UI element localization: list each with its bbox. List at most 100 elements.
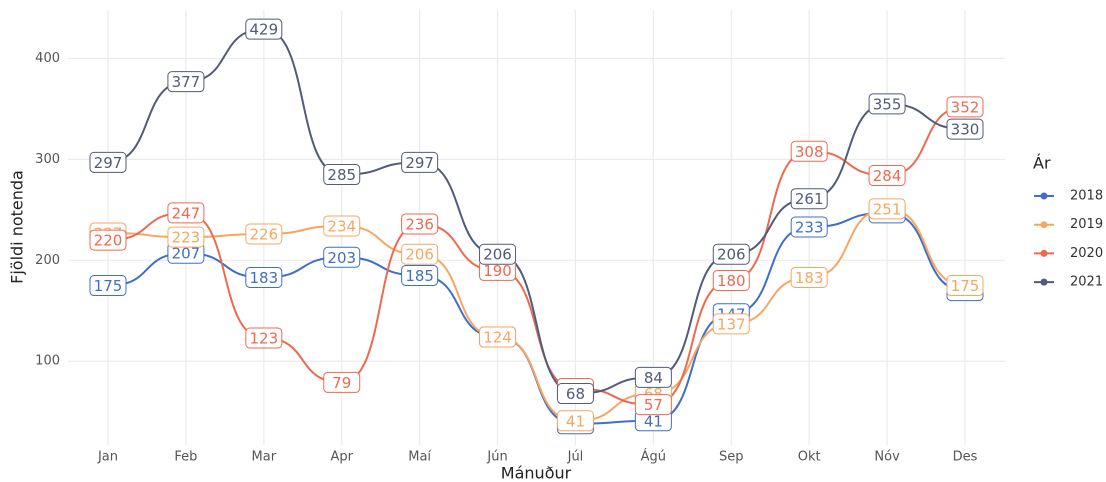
data-label-box: [868, 93, 906, 115]
data-label: 84: [644, 369, 663, 387]
series-line: [107, 211, 966, 425]
legend-swatch: [1040, 278, 1048, 286]
data-label-box: [556, 383, 594, 405]
data-label-box: [401, 243, 439, 265]
legend-title: Ár: [1033, 154, 1051, 173]
data-label: 352: [951, 98, 980, 116]
data-label-box: [401, 151, 439, 173]
data-label-box: [89, 229, 127, 251]
data-label: 175: [94, 277, 123, 295]
data-label: 207: [172, 245, 201, 263]
x-tick-label: Maí: [408, 450, 431, 465]
x-tick-label: Nóv: [874, 450, 900, 465]
legend-swatch: [1040, 249, 1048, 257]
data-label: 429: [249, 21, 278, 39]
data-label: 251: [873, 200, 902, 218]
data-label: 41: [644, 412, 663, 430]
data-label-box: [245, 18, 283, 40]
data-label-box: [167, 226, 205, 248]
data-label: 183: [795, 269, 824, 287]
data-label-box: [790, 188, 828, 210]
data-label: 203: [327, 249, 356, 267]
series-line: [107, 28, 966, 395]
data-label: 190: [483, 262, 512, 280]
x-tick-label: Feb: [174, 450, 197, 465]
data-label-box: [556, 410, 594, 432]
data-label: 206: [717, 246, 746, 264]
data-label-box: [790, 216, 828, 238]
data-label: 175: [951, 277, 980, 295]
x-tick-label: Ágú: [641, 449, 666, 465]
data-label: 206: [405, 246, 434, 264]
y-tick-label: 200: [35, 253, 60, 268]
data-label-box: [712, 313, 750, 335]
data-label: 234: [327, 217, 356, 235]
data-label: 377: [172, 73, 201, 91]
legend-swatch: [1040, 221, 1048, 229]
legend-label: 2021: [1070, 275, 1103, 290]
x-tick-label: Apr: [330, 450, 353, 465]
data-label: 330: [951, 121, 980, 139]
data-label: 297: [94, 154, 123, 172]
data-label: 220: [94, 232, 123, 250]
data-label: 124: [483, 329, 512, 347]
data-label-box: [401, 213, 439, 235]
data-label-box: [89, 275, 127, 297]
data-label-box: [479, 326, 517, 348]
data-label-box: [401, 264, 439, 286]
legend-label: 2020: [1070, 246, 1103, 261]
x-tick-label: Júl: [567, 450, 584, 465]
data-label-box: [323, 246, 361, 268]
x-tick-label: Jan: [97, 450, 118, 465]
legend-swatch: [1040, 192, 1048, 200]
data-label: 137: [717, 315, 746, 333]
data-label: 123: [249, 330, 278, 348]
x-tick-label: Jún: [486, 450, 507, 465]
data-label-box: [946, 118, 984, 140]
data-label: 206: [483, 246, 512, 264]
data-label: 79: [332, 374, 351, 392]
data-label-box: [167, 202, 205, 224]
data-label-box: [89, 151, 127, 173]
data-label: 233: [795, 218, 824, 236]
data-label: 183: [249, 269, 278, 287]
data-label-box: [245, 223, 283, 245]
x-tick-label: Des: [953, 450, 978, 465]
data-label: 68: [566, 385, 585, 403]
data-label: 180: [717, 272, 746, 290]
data-label-box: [479, 243, 517, 265]
data-label-box: [245, 327, 283, 349]
data-label: 41: [566, 412, 585, 430]
data-label: 261: [795, 190, 824, 208]
data-label-box: [946, 96, 984, 118]
data-label: 236: [405, 215, 434, 233]
data-label: 223: [172, 229, 201, 247]
legend-label: 2018: [1070, 189, 1103, 204]
y-tick-label: 400: [35, 51, 60, 66]
y-tick-label: 300: [35, 152, 60, 167]
data-label-box: [167, 71, 205, 93]
data-label-box: [323, 164, 361, 186]
x-tick-label: Sep: [719, 450, 744, 465]
data-label-box: [245, 266, 283, 288]
data-label-box: [712, 243, 750, 265]
x-tick-label: Mar: [252, 450, 277, 465]
y-tick-label: 100: [35, 354, 60, 369]
data-label-box: [868, 198, 906, 220]
data-label: 284: [873, 167, 902, 185]
data-label-box: [790, 140, 828, 162]
data-label: 355: [873, 95, 902, 113]
data-label: 226: [249, 226, 278, 244]
y-axis-label: Fjöldi notenda: [8, 170, 27, 284]
data-label-box: [790, 266, 828, 288]
data-label: 308: [795, 143, 824, 161]
x-axis-label: Mánuður: [501, 464, 572, 482]
legend-label: 2019: [1070, 217, 1103, 232]
data-label-box: [323, 215, 361, 237]
x-tick-label: Okt: [798, 450, 821, 465]
data-label: 285: [327, 166, 356, 184]
data-label-box: [712, 269, 750, 291]
data-label-box: [946, 275, 984, 297]
series-line: [107, 105, 966, 406]
